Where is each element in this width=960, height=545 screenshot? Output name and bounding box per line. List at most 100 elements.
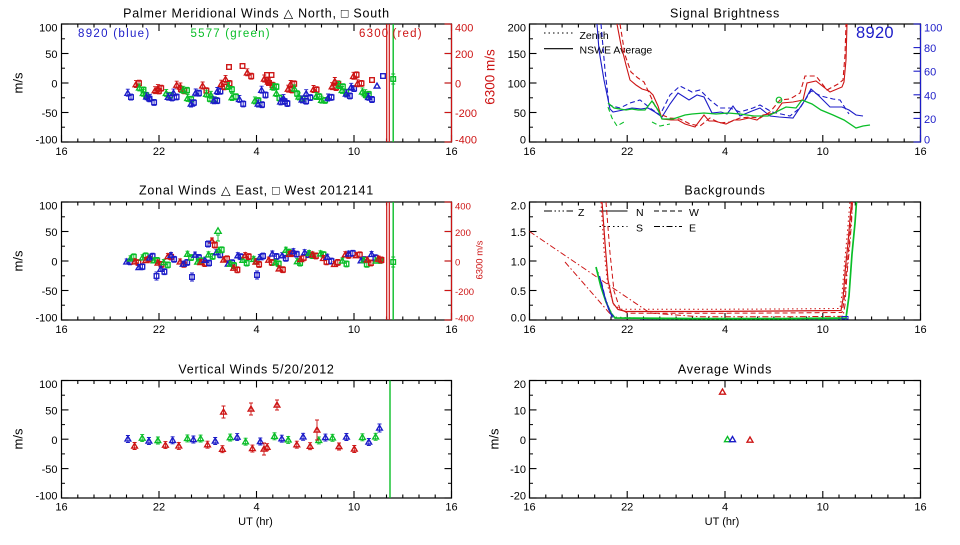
svg-text:22: 22 xyxy=(621,146,633,158)
svg-text:22: 22 xyxy=(153,324,165,336)
svg-text:-400: -400 xyxy=(455,314,474,325)
svg-text:1.0: 1.0 xyxy=(511,257,526,269)
svg-text:m/s: m/s xyxy=(487,428,502,449)
svg-text:22: 22 xyxy=(153,146,165,158)
svg-text:8920: 8920 xyxy=(856,24,894,42)
svg-text:8920 (blue): 8920 (blue) xyxy=(78,28,150,40)
svg-text:0: 0 xyxy=(520,135,526,147)
svg-text:50: 50 xyxy=(45,227,57,239)
svg-text:-50: -50 xyxy=(42,464,58,476)
svg-text:16: 16 xyxy=(55,502,67,514)
svg-text:50: 50 xyxy=(45,49,57,61)
svg-text:10: 10 xyxy=(817,146,829,158)
svg-text:200: 200 xyxy=(455,228,471,239)
svg-text:16: 16 xyxy=(445,502,457,514)
svg-text:Zonal Winds △ East, □ West 201: Zonal Winds △ East, □ West 2012141 xyxy=(139,184,374,198)
svg-text:60: 60 xyxy=(924,67,936,79)
svg-text:16: 16 xyxy=(55,324,67,336)
svg-text:W: W xyxy=(689,207,699,219)
svg-text:S: S xyxy=(636,223,643,235)
svg-text:16: 16 xyxy=(523,324,535,336)
svg-text:Palmer Meridional Winds △ Nort: Palmer Meridional Winds △ North, □ South xyxy=(123,7,390,21)
svg-text:-400: -400 xyxy=(455,135,477,147)
svg-text:100: 100 xyxy=(39,379,57,391)
svg-text:Backgrounds: Backgrounds xyxy=(684,184,765,198)
svg-text:16: 16 xyxy=(445,324,457,336)
svg-text:200: 200 xyxy=(508,23,526,35)
svg-text:16: 16 xyxy=(55,146,67,158)
svg-text:16: 16 xyxy=(523,502,535,514)
svg-text:-10: -10 xyxy=(510,464,526,476)
svg-text:0.0: 0.0 xyxy=(511,313,526,325)
svg-text:100: 100 xyxy=(508,79,526,91)
svg-text:Signal Brightness: Signal Brightness xyxy=(670,7,780,21)
svg-text:10: 10 xyxy=(817,324,829,336)
svg-text:E: E xyxy=(689,223,696,235)
svg-text:10: 10 xyxy=(348,502,360,514)
svg-text:-20: -20 xyxy=(510,491,526,503)
svg-text:4: 4 xyxy=(722,502,728,514)
svg-text:UT (hr): UT (hr) xyxy=(705,516,740,528)
svg-text:4: 4 xyxy=(253,146,259,158)
svg-text:Z: Z xyxy=(578,207,585,219)
svg-text:80: 80 xyxy=(924,43,936,55)
svg-text:0: 0 xyxy=(455,258,460,269)
svg-text:m/s: m/s xyxy=(11,250,26,271)
svg-text:0: 0 xyxy=(51,257,57,269)
svg-text:NSWE Average: NSWE Average xyxy=(580,45,653,57)
svg-text:100: 100 xyxy=(924,23,942,35)
svg-text:2.0: 2.0 xyxy=(511,201,526,213)
svg-text:Vertical Winds 5/20/2012: Vertical Winds 5/20/2012 xyxy=(178,363,334,377)
svg-text:20: 20 xyxy=(514,379,526,391)
svg-text:4: 4 xyxy=(722,146,728,158)
svg-text:-100: -100 xyxy=(35,491,57,503)
svg-text:4: 4 xyxy=(722,324,728,336)
svg-text:22: 22 xyxy=(621,502,633,514)
svg-text:10: 10 xyxy=(348,324,360,336)
svg-text:100: 100 xyxy=(39,23,57,35)
svg-text:Zenith: Zenith xyxy=(580,30,609,42)
svg-text:-100: -100 xyxy=(35,313,57,325)
svg-text:10: 10 xyxy=(514,405,526,417)
svg-text:10: 10 xyxy=(348,146,360,158)
svg-text:400: 400 xyxy=(455,202,471,213)
svg-text:10: 10 xyxy=(817,502,829,514)
svg-text:Average Winds: Average Winds xyxy=(678,363,772,377)
svg-text:0: 0 xyxy=(520,435,526,447)
svg-text:6300 m/s: 6300 m/s xyxy=(475,240,486,279)
svg-text:16: 16 xyxy=(914,146,926,158)
svg-text:200: 200 xyxy=(455,49,473,61)
svg-text:m/s: m/s xyxy=(11,428,26,449)
svg-text:0.5: 0.5 xyxy=(511,286,526,298)
svg-text:4: 4 xyxy=(253,502,259,514)
svg-text:0: 0 xyxy=(924,135,930,147)
svg-text:6300 m/s: 6300 m/s xyxy=(483,49,498,105)
svg-text:16: 16 xyxy=(914,502,926,514)
svg-text:6300: 6300 xyxy=(359,28,389,40)
svg-text:-50: -50 xyxy=(42,286,58,298)
svg-text:150: 150 xyxy=(508,49,526,61)
svg-text:(red): (red) xyxy=(393,28,423,40)
svg-text:-200: -200 xyxy=(455,108,477,120)
svg-text:50: 50 xyxy=(514,108,526,120)
svg-text:50: 50 xyxy=(45,405,57,417)
svg-text:1.5: 1.5 xyxy=(511,227,526,239)
svg-text:16: 16 xyxy=(914,324,926,336)
svg-text:-200: -200 xyxy=(455,287,474,298)
svg-text:m/s: m/s xyxy=(11,72,26,93)
svg-text:20: 20 xyxy=(924,114,936,126)
svg-text:22: 22 xyxy=(153,502,165,514)
svg-text:100: 100 xyxy=(39,201,57,213)
svg-text:0: 0 xyxy=(51,435,57,447)
svg-text:40: 40 xyxy=(924,90,936,102)
svg-text:-100: -100 xyxy=(35,135,57,147)
svg-text:4: 4 xyxy=(253,324,259,336)
svg-text:16: 16 xyxy=(445,146,457,158)
svg-text:400: 400 xyxy=(455,23,473,35)
svg-text:0: 0 xyxy=(455,79,461,91)
svg-text:-50: -50 xyxy=(42,108,58,120)
svg-text:5577 (green): 5577 (green) xyxy=(191,28,271,40)
svg-text:0: 0 xyxy=(51,79,57,91)
svg-text:22: 22 xyxy=(621,324,633,336)
svg-text:UT (hr): UT (hr) xyxy=(238,516,273,528)
